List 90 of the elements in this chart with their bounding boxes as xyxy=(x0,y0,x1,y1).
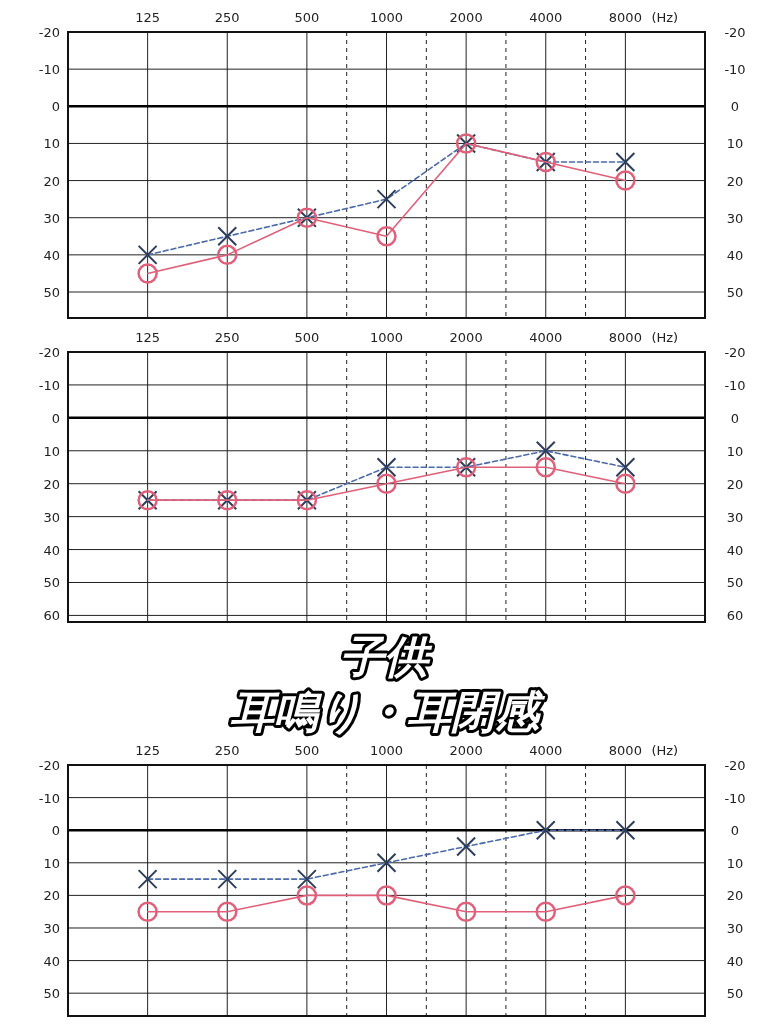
y-tick-label: 10 xyxy=(43,136,60,152)
point xyxy=(376,473,397,494)
x-tick-label: 4000 xyxy=(529,10,563,25)
x-tick-label: 1000 xyxy=(369,330,404,345)
text: 耳鳴り・耳閉感 xyxy=(229,686,546,737)
point xyxy=(615,473,636,494)
y2-tick-label: 40 xyxy=(726,953,744,969)
y2-tick-label: 10 xyxy=(726,136,744,152)
y-tick-label: 10 xyxy=(43,855,60,871)
y2-tick-label: -20 xyxy=(724,758,746,773)
y-tick-label: 40 xyxy=(43,953,60,969)
point xyxy=(535,901,556,922)
y-tick-label: -20 xyxy=(38,758,60,773)
y2-tick-label: 50 xyxy=(726,575,744,591)
point xyxy=(376,885,397,906)
y-tick-label: 30 xyxy=(43,920,60,936)
point xyxy=(296,885,318,906)
x-tick-label: 250 xyxy=(214,330,240,345)
y2-tick-label: 60 xyxy=(726,608,744,624)
y-tick-label: 50 xyxy=(43,986,60,1002)
y-tick-label: -10 xyxy=(38,790,60,806)
x-tick-label: 125 xyxy=(135,330,161,345)
x-tick-label: 125 xyxy=(135,743,161,758)
x-tick-label: 2000 xyxy=(449,330,483,345)
x-tick-label: 125 xyxy=(135,10,161,25)
x-tick-label: 500 xyxy=(294,330,320,345)
y2-tick-label: 50 xyxy=(726,285,744,300)
y-tick-label: 20 xyxy=(43,476,60,492)
y2-tick-label: 20 xyxy=(726,173,744,189)
y-tick-label: 0 xyxy=(51,410,60,426)
y2-tick-label: 0 xyxy=(730,99,740,115)
y2-tick-label: -10 xyxy=(724,62,746,78)
point xyxy=(615,885,636,906)
y-tick-label: 0 xyxy=(51,823,60,839)
x-tick-label: 250 xyxy=(214,10,240,25)
y-tick-label: 50 xyxy=(43,285,60,300)
text: 子供 xyxy=(340,631,433,682)
y2-tick-label: 50 xyxy=(726,986,744,1002)
y-tick-label: 50 xyxy=(43,575,60,591)
x-tick-label: 1000 xyxy=(369,743,404,758)
y2-tick-label: 30 xyxy=(726,920,744,936)
y-tick-label: 0 xyxy=(51,99,60,115)
point xyxy=(535,456,556,478)
y2-tick-label: 0 xyxy=(730,410,740,426)
y2-tick-label: -10 xyxy=(724,790,746,806)
y-tick-label: -20 xyxy=(38,25,60,40)
point xyxy=(217,901,238,922)
y-tick-label: 10 xyxy=(43,443,60,459)
x-axis-title: (Hz) xyxy=(651,330,679,345)
point xyxy=(137,263,158,284)
y2-tick-label: 40 xyxy=(726,247,744,263)
x-tick-label: 8000 xyxy=(608,743,642,758)
y-tick-label: 60 xyxy=(43,608,60,624)
x-tick-label: 500 xyxy=(294,10,320,25)
y-tick-label: -20 xyxy=(38,345,60,360)
y-tick-label: 30 xyxy=(43,509,60,525)
y-tick-label: -10 xyxy=(38,377,60,393)
x-tick-label: 2000 xyxy=(449,10,483,25)
x-axis-title: (Hz) xyxy=(651,743,679,758)
y-tick-label: -10 xyxy=(38,62,60,78)
y2-tick-label: -20 xyxy=(724,345,746,360)
y2-tick-label: 20 xyxy=(726,888,744,904)
point xyxy=(137,901,158,922)
x-axis-title: (Hz) xyxy=(651,10,679,25)
y-tick-label: 40 xyxy=(43,247,60,263)
y2-tick-label: 30 xyxy=(726,210,744,226)
x-tick-label: 4000 xyxy=(529,330,563,345)
y2-tick-label: 0 xyxy=(730,823,740,839)
point xyxy=(615,170,636,191)
y2-tick-label: 10 xyxy=(726,443,744,459)
y2-tick-label: 20 xyxy=(726,476,744,492)
y2-tick-label: 40 xyxy=(726,542,744,558)
x-tick-label: 8000 xyxy=(608,10,642,25)
y-tick-label: 40 xyxy=(43,542,60,558)
y2-tick-label: 10 xyxy=(726,855,744,871)
x-tick-label: 8000 xyxy=(608,330,642,345)
x-tick-label: 2000 xyxy=(449,743,483,758)
x-tick-label: 250 xyxy=(214,743,240,758)
y-tick-label: 20 xyxy=(43,888,60,904)
x-tick-label: 1000 xyxy=(369,10,404,25)
y2-tick-label: 30 xyxy=(726,509,744,525)
point xyxy=(455,901,477,922)
point xyxy=(217,244,238,266)
x-tick-label: 500 xyxy=(294,743,320,758)
y-tick-label: 30 xyxy=(43,210,60,226)
y2-tick-label: -10 xyxy=(724,377,746,393)
point xyxy=(376,226,397,247)
y2-tick-label: -20 xyxy=(724,25,746,40)
x-tick-label: 4000 xyxy=(529,743,563,758)
y-tick-label: 20 xyxy=(43,173,60,189)
